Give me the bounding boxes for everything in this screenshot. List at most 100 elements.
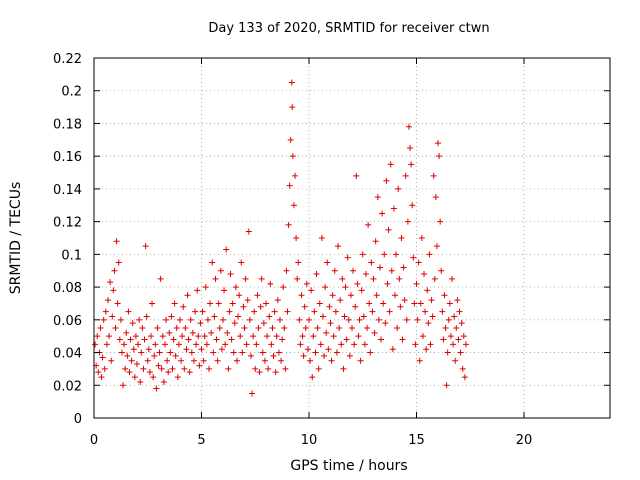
scatter-point xyxy=(447,333,454,340)
scatter-point xyxy=(451,313,458,320)
scatter-point xyxy=(261,357,268,364)
scatter-point xyxy=(398,235,405,241)
scatter-point xyxy=(206,365,213,372)
scatter-point xyxy=(325,346,332,353)
y-axis-label: SRMTID / TECUs xyxy=(8,182,24,295)
scatter-point xyxy=(246,316,253,323)
scatter-point xyxy=(412,341,419,348)
scatter-point xyxy=(395,185,402,192)
scatter-point xyxy=(302,325,309,331)
scatter-point xyxy=(108,357,115,364)
scatter-point xyxy=(349,325,355,331)
scatter-point xyxy=(172,352,179,359)
scatter-point xyxy=(427,341,434,348)
scatter-point xyxy=(131,374,138,381)
scatter-point xyxy=(416,357,423,364)
scatter-point xyxy=(253,341,260,348)
scatter-point xyxy=(453,325,460,331)
scatter-point xyxy=(166,329,173,336)
scatter-point xyxy=(116,336,123,343)
scatter-point xyxy=(146,369,153,376)
scatter-point xyxy=(186,369,193,376)
x-tick-label: 0 xyxy=(90,433,98,448)
scatter-point xyxy=(389,346,396,353)
scatter-point xyxy=(154,325,161,331)
scatter-point xyxy=(321,352,328,359)
scatter-point xyxy=(300,352,307,359)
scatter-point xyxy=(257,303,264,310)
x-tick-label: 15 xyxy=(408,433,425,448)
scatter-point xyxy=(307,357,314,364)
scatter-point xyxy=(227,271,234,277)
scatter-point xyxy=(142,243,149,250)
scatter-point xyxy=(100,316,107,323)
scatter-point xyxy=(272,369,279,376)
scatter-point xyxy=(139,325,146,331)
scatter-point xyxy=(230,349,237,356)
y-tick-label: 0.08 xyxy=(53,281,82,296)
scatter-point xyxy=(369,308,376,315)
scatter-point xyxy=(168,313,175,320)
scatter-point xyxy=(295,259,302,266)
scatter-point xyxy=(136,316,143,323)
scatter-point xyxy=(158,365,165,372)
scatter-point xyxy=(190,357,197,364)
scatter-point xyxy=(236,292,243,299)
scatter-point xyxy=(446,300,453,307)
scatter-point xyxy=(173,325,180,331)
scatter-point xyxy=(437,218,444,225)
scatter-point xyxy=(448,275,455,282)
scatter-point xyxy=(359,251,366,258)
scatter-point xyxy=(433,243,440,250)
x-tick-label: 20 xyxy=(516,433,533,448)
scatter-point xyxy=(167,349,174,356)
scatter-point xyxy=(223,246,230,253)
scatter-point xyxy=(115,259,122,266)
scatter-point xyxy=(314,325,321,331)
scatter-point xyxy=(157,275,164,282)
scatter-point xyxy=(403,316,410,323)
scatter-point xyxy=(339,275,346,282)
scatter-point xyxy=(229,300,236,307)
scatter-point xyxy=(164,357,171,364)
scatter-point xyxy=(244,297,251,304)
scatter-point xyxy=(247,352,254,359)
scatter-point xyxy=(101,365,108,372)
scatter-point xyxy=(130,346,137,353)
scatter-point xyxy=(292,172,299,179)
scatter-point xyxy=(184,292,191,299)
scatter-point xyxy=(450,341,457,348)
scatter-point xyxy=(322,284,329,291)
scatter-point xyxy=(444,349,451,356)
scatter-point xyxy=(380,300,387,307)
scatter-point xyxy=(457,349,464,356)
scatter-point xyxy=(357,357,364,364)
scatter-point xyxy=(252,365,259,372)
scatter-point xyxy=(245,228,252,235)
scatter-point xyxy=(316,300,323,307)
scatter-point xyxy=(386,308,393,315)
scatter-point xyxy=(396,275,403,282)
scatter-point xyxy=(111,267,118,274)
scatter-point xyxy=(388,267,395,274)
scatter-point xyxy=(308,287,315,294)
scatter-point xyxy=(237,333,244,340)
scatter-point xyxy=(268,341,275,348)
scatter-point xyxy=(204,316,211,323)
y-tick-label: 0.04 xyxy=(53,347,82,362)
scatter-point xyxy=(256,369,263,376)
scatter-point xyxy=(222,341,229,348)
scatter-point xyxy=(309,374,316,381)
scatter-point xyxy=(113,238,120,245)
y-tick-label: 0.12 xyxy=(53,216,82,231)
scatter-point xyxy=(435,140,441,147)
scatter-point xyxy=(179,333,186,340)
scatter-point xyxy=(163,316,170,323)
scatter-point xyxy=(239,349,246,356)
scatter-point xyxy=(289,153,296,160)
scatter-point xyxy=(445,316,452,323)
scatter-point xyxy=(137,379,144,385)
scatter-point xyxy=(135,341,142,348)
x-tick-label: 10 xyxy=(301,433,318,448)
scatter-point xyxy=(273,333,280,340)
